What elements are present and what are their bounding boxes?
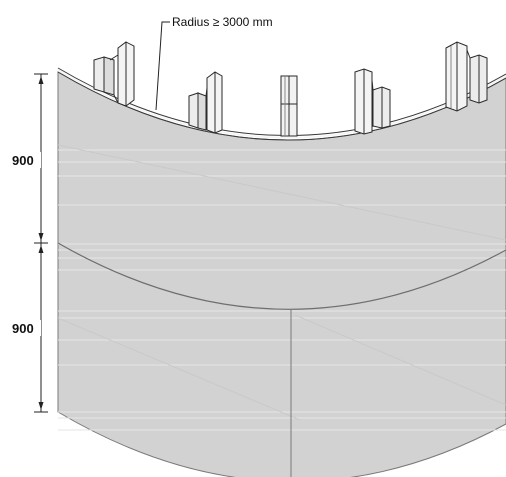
- dim-label-lower: 900: [12, 321, 34, 336]
- dim-label-bg-lower: [11, 320, 41, 336]
- panel-joint-curve: [57, 242, 506, 310]
- stud-4: [354, 68, 391, 135]
- stud-1: [93, 41, 135, 107]
- steel-studs: [93, 41, 488, 137]
- dim-label-upper: 900: [12, 153, 34, 168]
- radius-callout: Radius ≥ 3000 mm: [155, 15, 273, 111]
- stud-5: [445, 41, 488, 112]
- dimension-lines: [34, 73, 48, 413]
- stud-3: [280, 75, 298, 137]
- radius-label: Radius ≥ 3000 mm: [172, 15, 273, 29]
- gypsum-panel-stack: [57, 71, 506, 477]
- stud-2: [188, 71, 223, 134]
- panel-texture: [58, 144, 506, 431]
- dim-label-bg-upper: [11, 152, 41, 168]
